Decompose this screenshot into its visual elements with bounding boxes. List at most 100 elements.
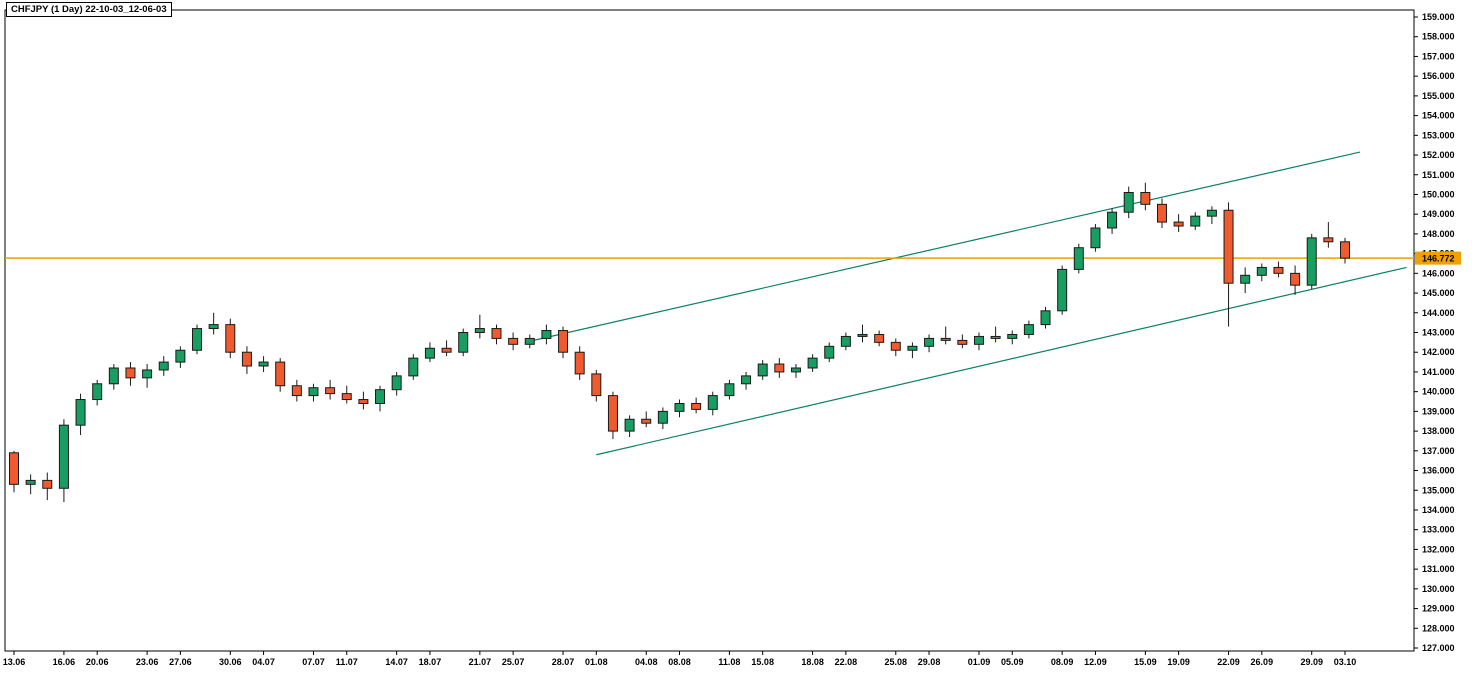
price-tick-label: 157.000 (1422, 51, 1455, 61)
candle[interactable] (1273, 261, 1284, 278)
candle[interactable] (1073, 243, 1084, 274)
plot-area[interactable] (4, 9, 1415, 652)
date-tick-label: 08.08 (668, 657, 691, 667)
price-tick-label: 152.000 (1422, 150, 1455, 160)
candle[interactable] (940, 326, 951, 345)
candle[interactable] (924, 334, 935, 353)
candle[interactable] (824, 342, 835, 363)
candle[interactable] (241, 346, 252, 374)
candle[interactable] (208, 312, 219, 335)
candle[interactable] (724, 379, 735, 400)
candle[interactable] (1190, 212, 1201, 230)
candle[interactable] (358, 391, 369, 410)
candle[interactable] (541, 324, 552, 345)
candle[interactable] (591, 369, 602, 402)
candle[interactable] (474, 314, 485, 339)
trendline-channel-lower[interactable] (596, 266, 1407, 456)
candle[interactable] (890, 338, 901, 357)
candle[interactable] (1340, 237, 1350, 264)
candle[interactable] (607, 391, 618, 439)
candle[interactable] (9, 450, 19, 493)
candle[interactable] (175, 346, 186, 368)
candle[interactable] (291, 379, 302, 402)
date-tick-label: 01.09 (968, 657, 991, 667)
candle[interactable] (524, 334, 535, 349)
candle[interactable] (1256, 263, 1267, 282)
candle[interactable] (957, 334, 968, 349)
candle[interactable] (1107, 208, 1118, 234)
candle[interactable] (1306, 233, 1317, 290)
candle[interactable] (707, 391, 718, 416)
candle[interactable] (1290, 265, 1301, 296)
candle[interactable] (308, 383, 319, 402)
candle[interactable] (558, 326, 569, 359)
candle[interactable] (225, 318, 236, 359)
candle[interactable] (1156, 198, 1167, 228)
candle-body-bear (574, 351, 585, 375)
candle[interactable] (325, 379, 336, 400)
candle[interactable] (58, 419, 69, 503)
candle[interactable] (807, 354, 818, 372)
candle[interactable] (641, 411, 652, 428)
candle[interactable] (408, 354, 419, 380)
candle-body-bear (508, 337, 519, 345)
candle[interactable] (1240, 267, 1251, 294)
candle[interactable] (1140, 182, 1151, 211)
candle[interactable] (990, 326, 1001, 343)
candle[interactable] (624, 415, 635, 438)
candle[interactable] (108, 364, 119, 390)
candle[interactable] (973, 332, 984, 351)
candle[interactable] (774, 358, 785, 378)
candle[interactable] (1323, 222, 1334, 248)
candle[interactable] (1090, 224, 1101, 252)
candle[interactable] (25, 474, 36, 495)
candle[interactable] (907, 342, 918, 359)
candle-body-bear (241, 351, 252, 367)
candle[interactable] (874, 330, 885, 347)
candle[interactable] (691, 397, 702, 414)
candle-body-bear (341, 393, 352, 401)
candle[interactable] (75, 393, 86, 436)
candle[interactable] (508, 332, 519, 351)
candle[interactable] (1223, 202, 1234, 327)
candle[interactable] (1023, 320, 1034, 339)
date-tick-label: 07.07 (302, 657, 325, 667)
candle[interactable] (491, 324, 502, 345)
candle[interactable] (258, 356, 269, 372)
candle[interactable] (741, 371, 752, 390)
trendline-channel-upper[interactable] (524, 151, 1361, 343)
candle[interactable] (424, 342, 435, 363)
candle[interactable] (92, 379, 103, 406)
candle-body-bear (957, 339, 968, 345)
candle[interactable] (1057, 265, 1068, 315)
price-tick-label: 142.000 (1422, 347, 1455, 357)
candle[interactable] (790, 364, 801, 378)
candle[interactable] (391, 371, 402, 396)
candle[interactable] (1040, 306, 1051, 329)
candle[interactable] (275, 358, 286, 392)
candle[interactable] (674, 399, 685, 418)
candle[interactable] (1206, 206, 1217, 225)
candle[interactable] (840, 332, 851, 351)
candle[interactable] (158, 356, 169, 376)
candle[interactable] (192, 324, 203, 355)
candle[interactable] (657, 407, 668, 430)
candle[interactable] (375, 385, 386, 412)
candle[interactable] (757, 360, 768, 380)
candle[interactable] (341, 385, 352, 404)
candle[interactable] (1173, 214, 1184, 232)
candle-body-bull (1073, 247, 1084, 270)
candle[interactable] (441, 340, 452, 357)
candle[interactable] (1123, 186, 1134, 219)
candle[interactable] (1007, 330, 1018, 345)
candle[interactable] (574, 346, 585, 380)
date-tick-label: 13.06 (3, 657, 26, 667)
candle[interactable] (142, 364, 153, 388)
candle[interactable] (458, 328, 469, 357)
candle[interactable] (125, 362, 136, 386)
candle[interactable] (42, 472, 53, 501)
candle-body-bull (308, 387, 319, 397)
candle[interactable] (857, 324, 868, 343)
candle-body-bear (1156, 203, 1167, 223)
